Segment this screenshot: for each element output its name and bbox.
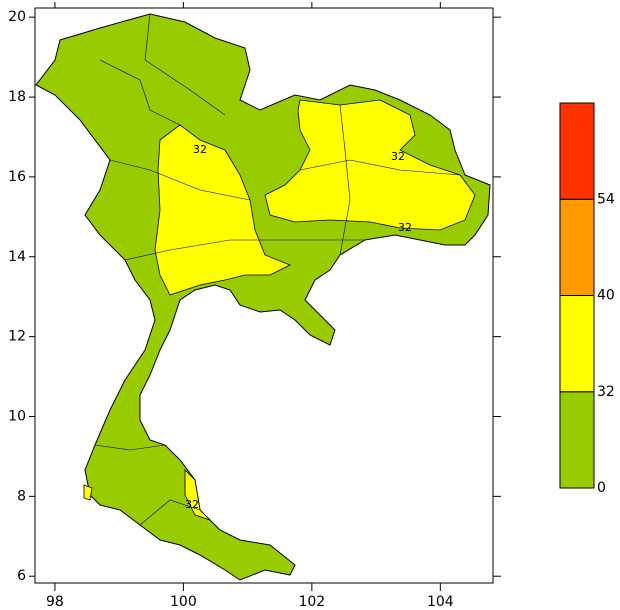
x-tick-label: 104 [427,594,454,610]
y-tick-label: 18 [8,89,26,105]
colorbar-segment [559,198,595,296]
colorbar-label: 0 [597,480,606,496]
contour-label: 32 [185,498,199,511]
colorbar-label: 32 [597,384,615,400]
x-tick-label: 102 [298,594,325,610]
x-tick-label: 98 [46,594,64,610]
y-tick-label: 20 [8,9,26,25]
y-tick-label: 8 [17,488,26,504]
plot-frame [34,7,494,584]
contour-label: 32 [398,221,412,234]
contour-region [264,99,476,231]
contour-label: 32 [391,150,405,163]
colorbar-segment [559,391,595,489]
y-tick-label: 6 [17,568,26,584]
colorbar-label: 54 [597,191,615,207]
contour-region [83,484,93,501]
colorbar-segment [559,102,595,200]
y-tick-label: 16 [8,169,26,185]
y-tick-label: 10 [8,408,26,424]
x-tick-label: 100 [170,594,197,610]
y-tick-label: 12 [8,329,26,345]
country-outline [35,13,491,581]
contour-region [184,469,211,521]
colorbar-label: 40 [597,288,615,304]
colorbar-segment [559,295,595,393]
contour-region [154,124,291,296]
land [35,13,491,581]
y-tick-label: 14 [8,249,26,265]
province-borders [94,13,461,526]
contour-label: 32 [193,143,207,156]
